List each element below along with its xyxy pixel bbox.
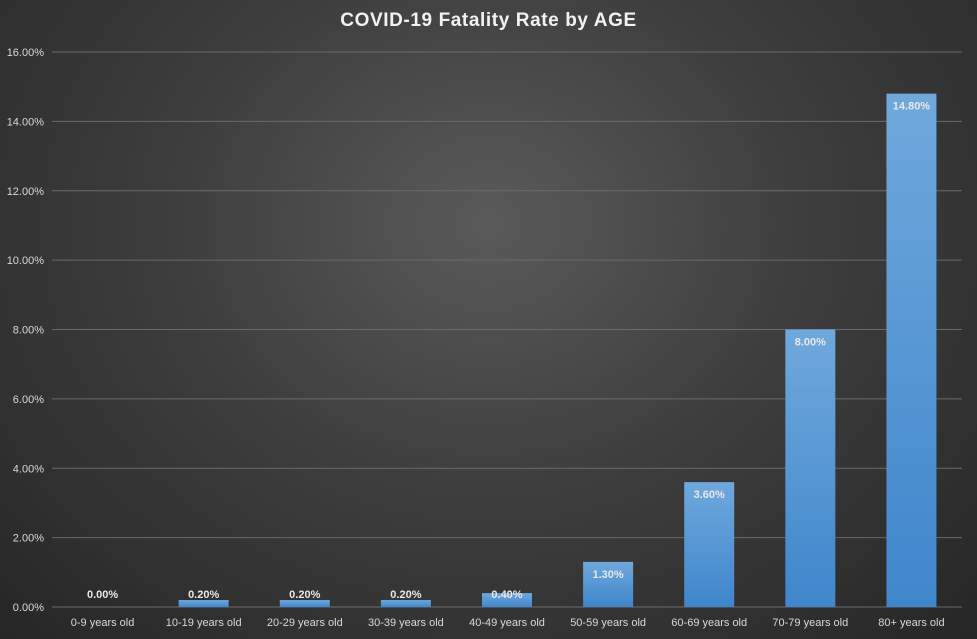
y-tick-label: 2.00% (13, 533, 44, 545)
y-tick-label: 14.00% (7, 116, 45, 128)
bars (178, 93, 937, 607)
x-category-label: 60-69 years old (671, 617, 747, 629)
y-axis-ticks: 0.00% 2.00% 4.00% 6.00% 8.00% 10.00% 12.00% 14.… (7, 47, 45, 614)
x-category-label: 10-19 years old (166, 617, 242, 629)
bar (684, 482, 735, 607)
data-label: 3.60% (694, 489, 725, 501)
data-label: 14.80% (893, 101, 931, 113)
data-label: 0.20% (289, 589, 320, 601)
data-label: 0.20% (188, 589, 219, 601)
chart-title: COVID-19 Fatality Rate by AGE (340, 10, 637, 31)
x-category-label: 40-49 years old (469, 617, 545, 629)
bar (583, 561, 634, 607)
data-label: 1.30% (593, 569, 624, 581)
x-category-label: 50-59 years old (570, 617, 646, 629)
x-category-label: 70-79 years old (772, 617, 848, 629)
data-label: 0.00% (87, 589, 118, 601)
y-tick-label: 16.00% (7, 47, 45, 59)
bar (785, 329, 836, 607)
y-tick-label: 10.00% (7, 255, 45, 267)
bar (482, 593, 532, 607)
data-label: 0.40% (491, 589, 522, 601)
bar (279, 600, 330, 607)
x-category-label: 80+ years old (878, 617, 944, 629)
y-tick-label: 12.00% (7, 186, 45, 198)
y-tick-label: 6.00% (13, 394, 44, 406)
x-category-label: 30-39 years old (368, 617, 444, 629)
data-labels: 0.00% 0.20% 0.20% 0.20% 0.40% 1.30% 3.60% 8.00%… (87, 101, 930, 601)
bar (380, 600, 431, 607)
y-tick-label: 0.00% (13, 602, 44, 614)
y-tick-label: 8.00% (13, 325, 44, 337)
x-category-label: 20-29 years old (267, 617, 343, 629)
x-category-label: 0-9 years old (71, 617, 135, 629)
bar (886, 93, 937, 607)
x-axis-labels: 0-9 years old 10-19 years old 20-29 years … (71, 617, 945, 629)
data-label: 0.20% (390, 589, 421, 601)
y-tick-label: 4.00% (13, 463, 44, 475)
data-label: 8.00% (795, 337, 826, 349)
bar (178, 600, 229, 607)
